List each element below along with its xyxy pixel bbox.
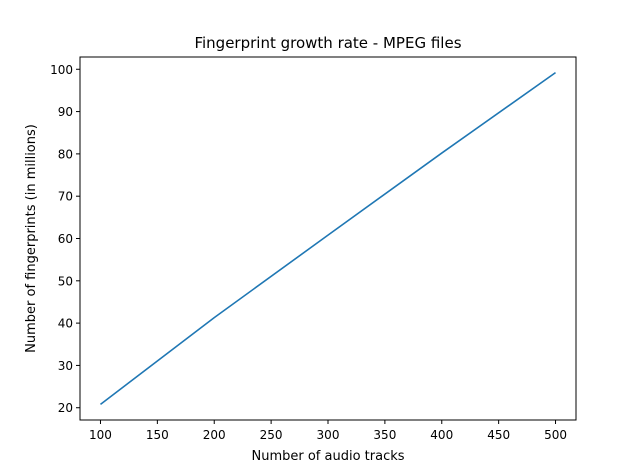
chart-title: Fingerprint growth rate - MPEG files [194, 34, 461, 52]
y-tick-label: 80 [58, 147, 73, 161]
y-tick-label: 70 [58, 190, 73, 204]
y-tick-label: 50 [58, 274, 73, 288]
x-tick-label: 100 [89, 428, 112, 442]
y-tick-label: 20 [58, 401, 73, 415]
y-tick-label: 100 [50, 63, 73, 77]
x-tick-label: 400 [430, 428, 453, 442]
x-tick-label: 200 [203, 428, 226, 442]
plot-layer [99, 71, 556, 405]
x-ticks: 100 150 200 250 300 350 400 450 500 [89, 420, 567, 442]
x-axis-label: Number of audio tracks [251, 449, 404, 464]
y-tick-label: 60 [58, 232, 73, 246]
y-ticks: 20 30 40 50 60 70 80 90 100 [50, 63, 80, 415]
x-tick-label: 500 [544, 428, 567, 442]
x-tick-label: 250 [260, 428, 283, 442]
y-tick-label: 90 [58, 105, 73, 119]
series-line [99, 71, 556, 405]
y-tick-label: 40 [58, 317, 73, 331]
x-tick-label: 450 [487, 428, 510, 442]
y-tick-label: 30 [58, 359, 73, 373]
x-tick-label: 150 [146, 428, 169, 442]
x-tick-label: 300 [317, 428, 340, 442]
plot-frame [79, 56, 577, 421]
x-tick-label: 350 [373, 428, 396, 442]
y-axis-label: Number of fingerprints (in millions) [24, 124, 39, 353]
